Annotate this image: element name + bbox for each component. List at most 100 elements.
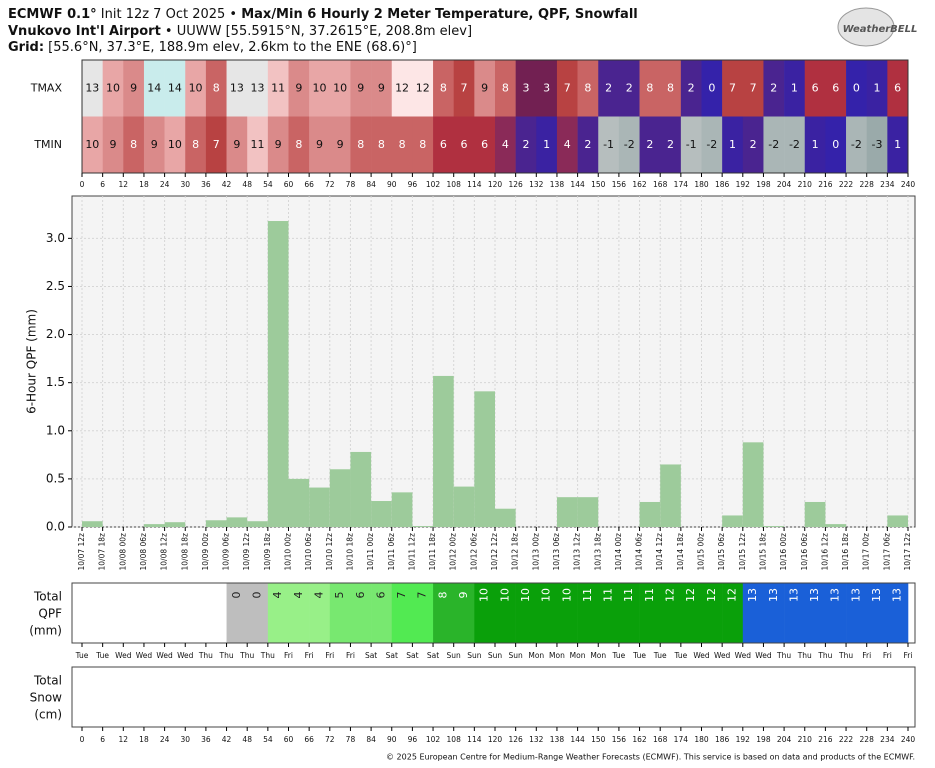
x-tick-label: Fri bbox=[904, 651, 913, 660]
x-tick-label: 10/17 06z bbox=[882, 533, 891, 571]
qpf-label: 11 bbox=[622, 588, 635, 602]
x-tick-label: Sun bbox=[447, 651, 462, 660]
temp-label: 12 bbox=[395, 81, 409, 94]
bar bbox=[329, 469, 351, 527]
temp-cell bbox=[371, 60, 393, 117]
x-tick-label: Thu bbox=[260, 651, 275, 660]
temp-label: 10 bbox=[333, 81, 347, 94]
x-tick-label: Thu bbox=[797, 651, 812, 660]
row-label: Snow bbox=[30, 691, 63, 705]
station-info: • UUWW [55.5915°N, 37.2615°E, 208.8m ele… bbox=[161, 24, 472, 39]
temp-label: 6 bbox=[832, 81, 839, 94]
x-tick-label: 198 bbox=[756, 180, 771, 189]
x-tick-label: Fri bbox=[305, 651, 314, 660]
x-tick-label: 204 bbox=[777, 735, 792, 744]
temp-label: 10 bbox=[312, 81, 326, 94]
temp-label: 4 bbox=[564, 138, 571, 151]
x-tick-label: 126 bbox=[508, 180, 523, 189]
temp-label: 2 bbox=[605, 81, 612, 94]
x-tick-label: 10/13 12z bbox=[573, 533, 582, 571]
x-tick-label: Wed bbox=[177, 651, 194, 660]
x-tick-label: 90 bbox=[387, 180, 397, 189]
qpf-cell bbox=[329, 583, 351, 643]
qpf-label: 0 bbox=[230, 592, 243, 599]
x-tick-label: 138 bbox=[550, 735, 565, 744]
temp-label: 14 bbox=[168, 81, 182, 94]
x-tick-label: 10/09 18z bbox=[263, 533, 272, 571]
qpf-label: 6 bbox=[374, 592, 387, 599]
qpf-cell bbox=[825, 583, 847, 643]
row-label: QPF bbox=[38, 607, 62, 621]
temp-label: 8 bbox=[130, 138, 137, 151]
x-tick-label: 10/10 00z bbox=[284, 533, 293, 571]
qpf-cell bbox=[474, 583, 496, 643]
qpf-cell bbox=[371, 583, 393, 643]
x-tick-label: 10/12 00z bbox=[449, 533, 458, 571]
x-tick-label: 186 bbox=[715, 180, 730, 189]
temp-label: 10 bbox=[168, 138, 182, 151]
temp-label: -2 bbox=[706, 138, 717, 151]
temp-cell bbox=[371, 116, 393, 173]
temp-label: 10 bbox=[85, 138, 99, 151]
temp-cell bbox=[722, 116, 744, 173]
x-tick-label: Fri bbox=[346, 651, 355, 660]
temp-cell bbox=[680, 116, 702, 173]
temp-label: 8 bbox=[378, 138, 385, 151]
temp-cell bbox=[350, 116, 372, 173]
x-tick-label: 228 bbox=[860, 735, 875, 744]
temp-label: 13 bbox=[230, 81, 244, 94]
bar bbox=[433, 375, 454, 527]
temp-cell bbox=[598, 60, 620, 117]
qpf-cell bbox=[742, 583, 764, 643]
x-tick-label: 150 bbox=[591, 180, 606, 189]
x-tick-label: 6 bbox=[100, 735, 105, 744]
temp-label: 8 bbox=[440, 81, 447, 94]
temp-cell bbox=[846, 60, 867, 117]
temp-label: 8 bbox=[192, 138, 199, 151]
temp-label: 13 bbox=[251, 81, 265, 94]
qpf-cell bbox=[598, 583, 620, 643]
bar bbox=[742, 442, 764, 527]
temp-cell bbox=[825, 116, 847, 173]
x-tick-label: Sat bbox=[365, 651, 377, 660]
x-tick-label: Thu bbox=[838, 651, 853, 660]
temp-label: 6 bbox=[481, 138, 488, 151]
x-tick-label: 18 bbox=[139, 735, 149, 744]
bar bbox=[226, 517, 248, 527]
temp-cell bbox=[515, 60, 537, 117]
temp-label: 7 bbox=[750, 81, 757, 94]
x-tick-label: 10/12 06z bbox=[469, 533, 478, 571]
x-tick-label: Tue bbox=[75, 651, 89, 660]
qpf-label: 6 bbox=[354, 592, 367, 599]
x-tick-label: 234 bbox=[880, 180, 895, 189]
x-tick-label: 10/17 12z bbox=[903, 533, 912, 571]
qpf-cell bbox=[784, 583, 806, 643]
logo: WeatherBELL bbox=[843, 24, 918, 35]
temp-cell bbox=[598, 116, 620, 173]
temp-cell bbox=[433, 60, 454, 117]
x-tick-label: 72 bbox=[325, 735, 335, 744]
qpf-label: 13 bbox=[891, 588, 904, 602]
temp-cell bbox=[123, 60, 145, 117]
temp-cell bbox=[185, 116, 207, 173]
qpf-cell bbox=[577, 583, 599, 643]
x-tick-label: 10/15 18z bbox=[758, 533, 767, 571]
qpf-label: 11 bbox=[581, 588, 594, 602]
x-tick-label: 36 bbox=[201, 180, 211, 189]
temp-cell bbox=[288, 116, 310, 173]
qpf-cell bbox=[453, 583, 475, 643]
x-tick-label: Thu bbox=[817, 651, 832, 660]
temp-cell bbox=[763, 116, 785, 173]
x-tick-label: Wed bbox=[693, 651, 710, 660]
temp-label: 8 bbox=[502, 81, 509, 94]
x-tick-label: 10/09 00z bbox=[201, 533, 210, 571]
temp-label: 8 bbox=[399, 138, 406, 151]
temp-cell bbox=[205, 60, 227, 117]
x-tick-label: 222 bbox=[839, 180, 854, 189]
qpf-cell bbox=[639, 583, 661, 643]
table-frame bbox=[71, 666, 916, 728]
bar bbox=[556, 497, 578, 527]
x-tick-label: 10/14 06z bbox=[635, 533, 644, 571]
x-tick-label: Mon bbox=[590, 651, 606, 660]
x-tick-label: 156 bbox=[612, 180, 627, 189]
